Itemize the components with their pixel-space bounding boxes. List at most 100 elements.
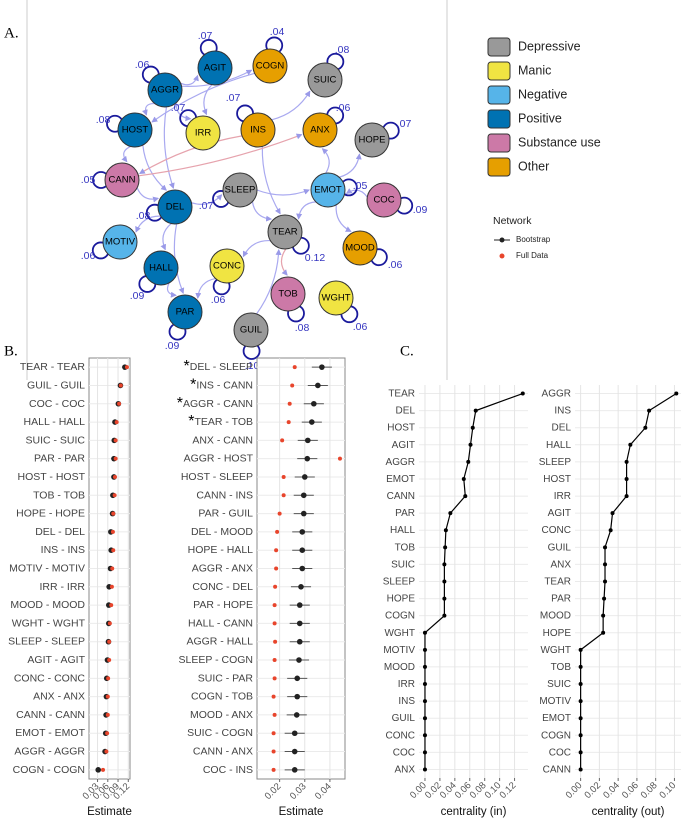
edge xyxy=(138,133,303,177)
node-label: EMOT xyxy=(314,185,342,196)
legend-swatch xyxy=(487,61,511,81)
node xyxy=(102,224,138,260)
full-data-point xyxy=(107,639,112,644)
category: PAR - PAR xyxy=(34,452,85,464)
node-label: WGHT xyxy=(321,293,350,304)
y-tick-label: *TEAR - TOB xyxy=(188,413,253,430)
y-tick-label: HOPE - HOPE xyxy=(16,507,85,519)
category: SUIC - COGN xyxy=(187,727,253,739)
category: MOTIV xyxy=(383,644,415,655)
node xyxy=(147,72,183,108)
y-tick-label: SUIC - PAR xyxy=(198,672,254,684)
bootstrap-point xyxy=(294,675,301,682)
y-tick-label: WGHT xyxy=(540,644,571,655)
node-label: INS xyxy=(250,125,266,136)
annotation: * xyxy=(177,395,183,412)
category: SLEEP xyxy=(383,576,416,587)
panel-label: C. xyxy=(400,343,414,359)
y-tick-label: HOPE xyxy=(543,627,572,638)
centrality-point xyxy=(643,425,648,430)
full-data-point xyxy=(272,658,277,663)
node-label: GUIL xyxy=(240,325,262,336)
full-data-point xyxy=(274,548,279,553)
category: INS - INS xyxy=(41,544,85,556)
category: EMOT - EMOT xyxy=(15,727,85,739)
centrality-point xyxy=(610,511,615,516)
node xyxy=(366,182,402,218)
category: PAR - GUIL xyxy=(198,507,253,519)
y-tick-label: AGIT xyxy=(392,439,415,450)
category: AGIT xyxy=(548,508,571,519)
category: CANN xyxy=(387,491,415,502)
y-tick-label: IRR xyxy=(398,679,415,690)
y-tick-label: CONC xyxy=(386,730,415,741)
node-label: PAR xyxy=(176,307,195,318)
bootstrap-point xyxy=(291,748,298,755)
legend-label: Negative xyxy=(518,87,567,101)
edge xyxy=(175,102,192,122)
y-tick-label: PAR - GUIL xyxy=(198,507,253,519)
category: CONC - DEL xyxy=(192,581,253,593)
edge xyxy=(256,188,310,196)
bootstrap-point xyxy=(304,455,311,462)
y-tick-label: HALL - CANN xyxy=(188,617,253,629)
edge-weight: .09 xyxy=(413,204,428,216)
edge-weight: .07 xyxy=(199,200,214,212)
centrality-point xyxy=(578,733,583,738)
category: MOTIV - MOTIV xyxy=(9,562,85,574)
bootstrap-point xyxy=(296,620,303,627)
node xyxy=(197,50,233,86)
y-tick-label: AGIT xyxy=(548,508,571,519)
category: GUIL xyxy=(548,542,572,553)
edge xyxy=(136,187,160,203)
category: SUIC xyxy=(547,679,571,690)
y-tick-label: AGGR - AGGR xyxy=(14,745,85,757)
edge-weight: .04 xyxy=(270,26,285,38)
edge xyxy=(180,74,199,86)
node-label: DEL xyxy=(166,202,184,213)
category: PAR - HOPE xyxy=(193,599,253,611)
y-tick-label: CANN - CANN xyxy=(16,709,85,721)
y-tick-label: TEAR xyxy=(544,576,571,587)
legend-label: Full Data xyxy=(516,251,549,260)
centrality-point xyxy=(448,511,453,516)
y-tick-label: EMOT xyxy=(542,713,571,724)
bootstrap-point xyxy=(319,364,325,370)
bootstrap-point xyxy=(294,693,301,700)
x-tick-label: 0.03 xyxy=(288,781,309,802)
centrality-point xyxy=(443,528,448,533)
category: HOPE - HOPE xyxy=(16,507,85,519)
x-tick-label: 0.00 xyxy=(564,780,585,801)
full-data-point xyxy=(280,438,285,443)
centrality-point xyxy=(624,459,629,464)
bootstrap-point xyxy=(296,602,303,608)
edge-weight: .05 xyxy=(81,174,96,186)
category: DEL - DEL xyxy=(35,526,85,538)
edge xyxy=(271,90,311,121)
category: TEAR xyxy=(388,388,415,399)
y-tick-label: PAR - PAR xyxy=(34,452,85,464)
edge xyxy=(335,204,352,232)
legend-label: Substance use xyxy=(518,135,601,149)
category: CANN - CANN xyxy=(16,709,85,721)
bootstrap-point xyxy=(296,638,303,645)
edge-weight: .08 xyxy=(295,322,310,334)
centrality-point xyxy=(473,408,478,413)
y-tick-label: HOST xyxy=(543,474,571,485)
edge xyxy=(142,145,167,191)
node xyxy=(270,276,306,312)
node-label: AGGR xyxy=(151,85,179,96)
y-tick-label: TOB - TOB xyxy=(33,489,85,501)
y-tick-label: *DEL - SLEEP xyxy=(184,358,253,375)
x-axis-label: Estimate xyxy=(279,806,324,818)
category: CONC xyxy=(386,730,415,741)
category: AGGR xyxy=(386,457,415,468)
y-tick-label: AGGR xyxy=(542,388,571,399)
y-tick-label: CONC - CONC xyxy=(14,672,86,684)
edge-weight: .06 xyxy=(135,59,150,71)
node xyxy=(167,294,203,330)
legend-swatch xyxy=(487,109,511,129)
edge-weight: .07 xyxy=(171,102,186,114)
category: WGHT xyxy=(540,644,571,655)
category: INS xyxy=(398,696,415,707)
